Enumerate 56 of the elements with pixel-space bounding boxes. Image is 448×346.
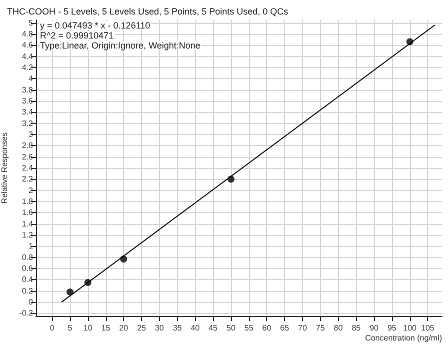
point (66, 288, 74, 296)
y-tick-label: 0 (28, 298, 34, 307)
x-tick-label: 35 (172, 324, 182, 332)
x-tick-label: 65 (280, 324, 290, 332)
y-tick-label: 1.8 (22, 197, 34, 206)
x-tick-label: 60 (262, 324, 272, 332)
x-tick-label: 70 (298, 324, 308, 332)
x-tick-label: 100 (403, 324, 418, 332)
y-tick-label: -0.2 (19, 308, 34, 318)
y-tick-label: 0.2 (22, 286, 34, 296)
y-tick-label: 3.6 (22, 96, 34, 106)
y-tick-label: 1 (28, 242, 34, 251)
y-tick-label: 0.8 (22, 252, 34, 262)
y-tick-label: 4 (28, 74, 34, 84)
x-tick-label: 10 (83, 324, 93, 332)
y-tick-label: 0.6 (22, 264, 34, 274)
x-tick-label: 20 (119, 324, 129, 332)
y-tick-label: 2.4 (22, 164, 34, 172)
y-tick-label: 1.6 (22, 208, 34, 218)
y-tick-label: 0.4 (22, 275, 34, 284)
x-tick-label: 85 (352, 324, 362, 332)
y-tick-label: 2 (28, 186, 34, 195)
y-tick-label: 4.6 (22, 40, 34, 50)
y-tick-label: 3.4 (22, 108, 34, 117)
y-axis-title: Relative Responses (0, 132, 9, 204)
y-tick-label: 2.2 (22, 174, 34, 184)
y-tick-label: 4.2 (22, 62, 34, 72)
annotation: Type:Linear, Origin:Ignore, Weight:None (40, 40, 200, 50)
y-tick-label: 2.6 (22, 152, 34, 162)
x-tick-label: 90 (370, 324, 380, 332)
x-tick-label: 80 (334, 324, 344, 332)
annotation: R^2 = 0.99910471 (40, 30, 114, 40)
y-tick-label: 3.8 (22, 85, 34, 94)
y-tick-label: 3 (28, 130, 34, 139)
x-tick-label: 50 (226, 324, 236, 332)
x-tick-label: 30 (154, 324, 164, 332)
y-tick-label: 5 (28, 18, 34, 28)
y-tick-label: 1.4 (22, 219, 34, 228)
x-tick-label: 45 (208, 324, 218, 332)
y-tick-label: 3.2 (22, 118, 34, 128)
x-tick-label: 55 (244, 324, 254, 332)
y-tick-label: 1.2 (22, 230, 34, 240)
x-tick-label: 5 (68, 324, 73, 332)
y-tick-label: 4.8 (22, 29, 34, 38)
x-tick-label: 105 (421, 324, 435, 332)
chart-title: THC-COOH - 5 Levels, 5 Levels Used, 5 Points, 5 Points Used, 0 QCs (7, 6, 289, 16)
x-tick-label: 25 (137, 324, 147, 332)
x-tick-label: 95 (387, 324, 397, 332)
x-tick-label: 75 (316, 324, 326, 332)
x-axis-title: Concentration (ng/ml) (365, 334, 442, 342)
annotation: y = 0.047493 * x - 0.126110 (40, 20, 150, 30)
x-tick-label: 40 (190, 324, 200, 332)
y-tick-label: 4.4 (22, 52, 34, 61)
x-tick-label: 15 (101, 324, 111, 332)
x-tick-label: 0 (50, 324, 55, 332)
y-tick-label: 2.8 (22, 141, 34, 150)
